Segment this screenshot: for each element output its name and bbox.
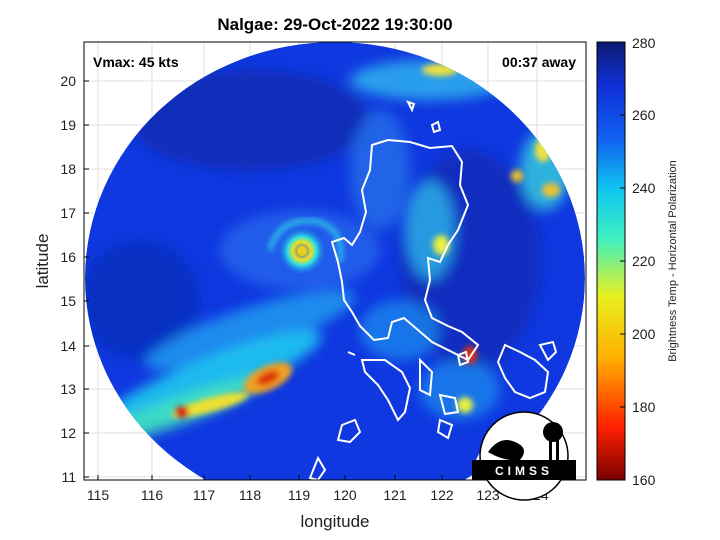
colorbar-tick-label: 180 <box>632 399 656 415</box>
colorbar-label: Brightness Temp - Horizontal Polarizatio… <box>667 160 679 362</box>
y-axis-label: latitude <box>33 234 52 289</box>
colorbar-tick-label: 240 <box>632 180 656 196</box>
x-tick-label: 116 <box>141 487 164 503</box>
x-tick-label: 117 <box>193 487 216 503</box>
y-tick-label: 20 <box>60 73 76 89</box>
x-axis: 115 116 117 118 119 120 121 122 123 124 … <box>87 475 549 531</box>
y-tick-label: 14 <box>60 338 76 354</box>
colorbar-tick-label: 160 <box>632 472 656 488</box>
x-tick-label: 120 <box>333 487 357 503</box>
cimss-logo: CIMSS <box>472 411 576 501</box>
axes-box <box>83 41 587 481</box>
coastlines <box>308 100 586 480</box>
y-tick-label: 12 <box>60 425 76 441</box>
y-tick-label: 15 <box>60 293 76 309</box>
y-tick-label: 11 <box>61 469 76 485</box>
y-tick-label: 17 <box>60 205 76 221</box>
map-title: Nalgae: 29-Oct-2022 19:30:00 <box>217 15 452 34</box>
colorbar-tick-label: 200 <box>632 326 656 342</box>
colorbar-tick-label: 260 <box>632 107 656 123</box>
x-tick-label: 115 <box>87 487 110 503</box>
x-axis-label: longitude <box>300 512 369 531</box>
map-axes: 115 116 117 118 119 120 121 122 123 124 … <box>33 41 587 531</box>
x-tick-label: 121 <box>383 487 407 503</box>
x-tick-label: 119 <box>288 487 311 503</box>
colorbar-tick-label: 220 <box>632 253 656 269</box>
vmax-annotation: Vmax: 45 kts <box>93 54 179 70</box>
colorbar: 280 260 240 220 200 180 160 Brightness T… <box>596 35 679 488</box>
y-tick-label: 19 <box>60 117 76 133</box>
y-axis: 20 19 18 17 16 15 14 13 12 11 latitude <box>33 73 89 485</box>
cimss-logo-text: CIMSS <box>495 464 553 478</box>
x-tick-label: 118 <box>239 487 262 503</box>
time-away-annotation: 00:37 away <box>502 54 576 70</box>
colorbar-tick-label: 280 <box>632 35 656 51</box>
x-tick-label: 122 <box>430 487 454 503</box>
y-tick-label: 18 <box>60 161 76 177</box>
y-tick-label: 13 <box>60 381 76 397</box>
x-tick-label: 123 <box>476 487 500 503</box>
y-tick-label: 16 <box>60 249 76 265</box>
